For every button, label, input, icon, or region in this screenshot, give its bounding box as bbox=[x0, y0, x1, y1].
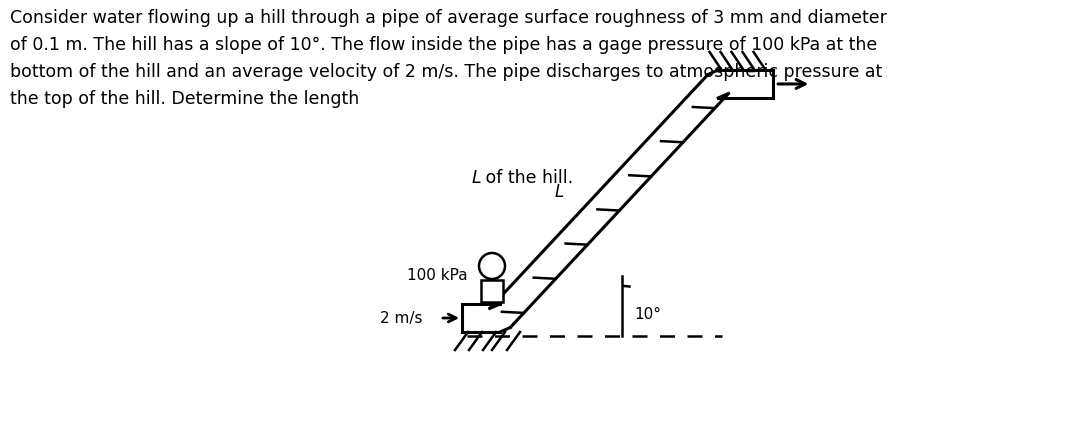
Circle shape bbox=[479, 253, 505, 280]
Text: 10°: 10° bbox=[635, 307, 661, 322]
Bar bbox=[482, 280, 503, 302]
Text: 100 kPa: 100 kPa bbox=[407, 268, 468, 283]
Text: 2 m/s: 2 m/s bbox=[380, 311, 423, 326]
Text: L: L bbox=[555, 183, 564, 201]
Text: Consider water flowing up a hill through a pipe of average surface roughness of : Consider water flowing up a hill through… bbox=[10, 9, 887, 108]
Text: L: L bbox=[472, 169, 482, 187]
Text: of the hill.: of the hill. bbox=[480, 169, 574, 187]
